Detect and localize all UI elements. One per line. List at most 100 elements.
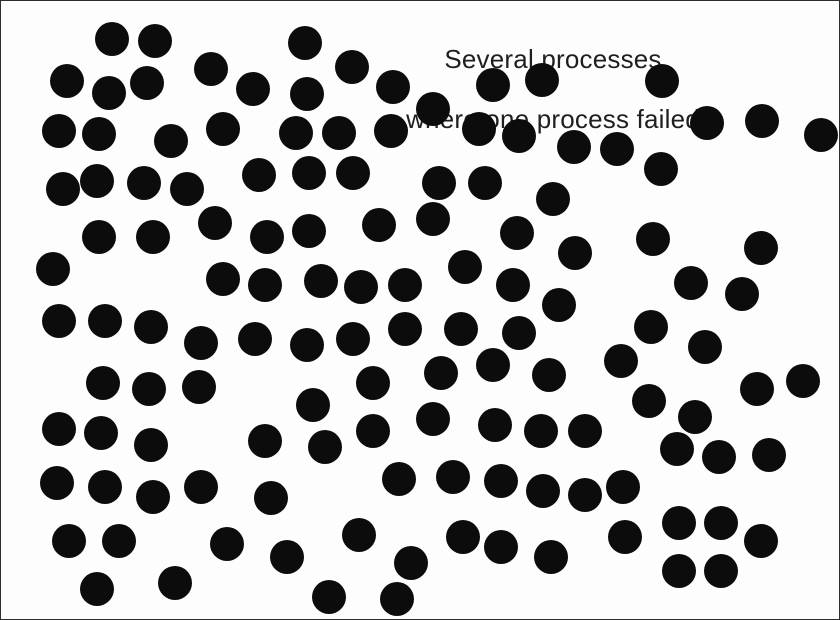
process-dot xyxy=(600,132,634,166)
process-dot xyxy=(660,432,694,466)
process-dot xyxy=(690,106,724,140)
process-dot xyxy=(448,250,482,284)
process-dot xyxy=(336,322,370,356)
process-dot xyxy=(744,524,778,558)
process-dot xyxy=(604,344,638,378)
process-dot xyxy=(636,222,670,256)
process-dot xyxy=(248,424,282,458)
process-dot xyxy=(198,206,232,240)
process-dot xyxy=(84,416,118,450)
process-dot xyxy=(416,402,450,436)
process-dot xyxy=(36,252,70,286)
process-dot xyxy=(362,208,396,242)
process-dot xyxy=(674,266,708,300)
process-dot xyxy=(688,330,722,364)
process-dot xyxy=(206,112,240,146)
process-dot xyxy=(136,480,170,514)
process-dot xyxy=(416,202,450,236)
process-dot xyxy=(484,530,518,564)
process-dot xyxy=(242,158,276,192)
process-dot xyxy=(236,72,270,106)
process-dot xyxy=(568,414,602,448)
process-dot xyxy=(210,527,244,561)
process-dot xyxy=(182,370,216,404)
process-dot xyxy=(158,566,192,600)
process-dot xyxy=(95,22,129,56)
process-dot xyxy=(134,428,168,462)
process-dot xyxy=(436,460,470,494)
process-dot xyxy=(136,220,170,254)
process-dot xyxy=(568,478,602,512)
process-dot xyxy=(86,366,120,400)
process-dot xyxy=(92,76,126,110)
process-dot xyxy=(382,462,416,496)
process-dot xyxy=(336,156,370,190)
process-dot xyxy=(184,326,218,360)
process-dot xyxy=(532,358,566,392)
process-dot xyxy=(496,268,530,302)
process-dot xyxy=(534,540,568,574)
process-dot xyxy=(42,412,76,446)
process-dot xyxy=(678,400,712,434)
process-dot xyxy=(279,116,313,150)
process-dot xyxy=(290,77,324,111)
process-dot xyxy=(558,236,592,270)
process-dot xyxy=(557,130,591,164)
process-dot xyxy=(645,64,679,98)
process-dot xyxy=(82,220,116,254)
process-dot xyxy=(740,372,774,406)
process-dot xyxy=(270,540,304,574)
diagram-stage: Several processes where one process fail… xyxy=(0,0,840,620)
process-dot xyxy=(525,63,559,97)
process-dot xyxy=(308,430,342,464)
process-dot xyxy=(644,152,678,186)
process-dot xyxy=(250,220,284,254)
process-dot xyxy=(52,524,86,558)
process-dot xyxy=(542,288,576,322)
process-dot xyxy=(662,554,696,588)
process-dot xyxy=(296,388,330,422)
process-dot xyxy=(288,26,322,60)
process-dot xyxy=(248,268,282,302)
process-dot xyxy=(127,166,161,200)
process-dot xyxy=(745,104,779,138)
process-dot xyxy=(752,438,786,472)
process-dot xyxy=(484,464,518,498)
process-dot xyxy=(80,572,114,606)
process-dot xyxy=(632,384,666,418)
process-dot xyxy=(254,481,288,515)
process-dot xyxy=(82,117,116,151)
process-dot xyxy=(478,408,512,442)
process-dot xyxy=(424,356,458,390)
process-dot xyxy=(502,119,536,153)
process-dot xyxy=(476,68,510,102)
process-dot xyxy=(170,172,204,206)
process-dot xyxy=(704,554,738,588)
process-dot xyxy=(290,328,324,362)
process-dot xyxy=(422,166,456,200)
process-dot xyxy=(444,312,478,346)
process-dot xyxy=(702,440,736,474)
process-dot xyxy=(524,414,558,448)
process-dot xyxy=(634,310,668,344)
process-dot xyxy=(102,524,136,558)
process-dot xyxy=(608,520,642,554)
process-dot xyxy=(238,322,272,356)
process-dot xyxy=(374,114,408,148)
process-dot xyxy=(46,172,80,206)
process-dot xyxy=(725,277,759,311)
process-dot xyxy=(154,124,188,158)
process-dot xyxy=(40,466,74,500)
process-dot xyxy=(344,270,378,304)
process-dot xyxy=(662,506,696,540)
process-dot xyxy=(88,304,122,338)
process-dot xyxy=(312,580,346,614)
process-dot xyxy=(130,66,164,100)
process-dot xyxy=(356,414,390,448)
process-dot xyxy=(292,214,326,248)
process-dot xyxy=(335,50,369,84)
process-dot xyxy=(292,156,326,190)
process-dot xyxy=(134,310,168,344)
process-dot xyxy=(342,518,376,552)
process-dot xyxy=(50,64,84,98)
